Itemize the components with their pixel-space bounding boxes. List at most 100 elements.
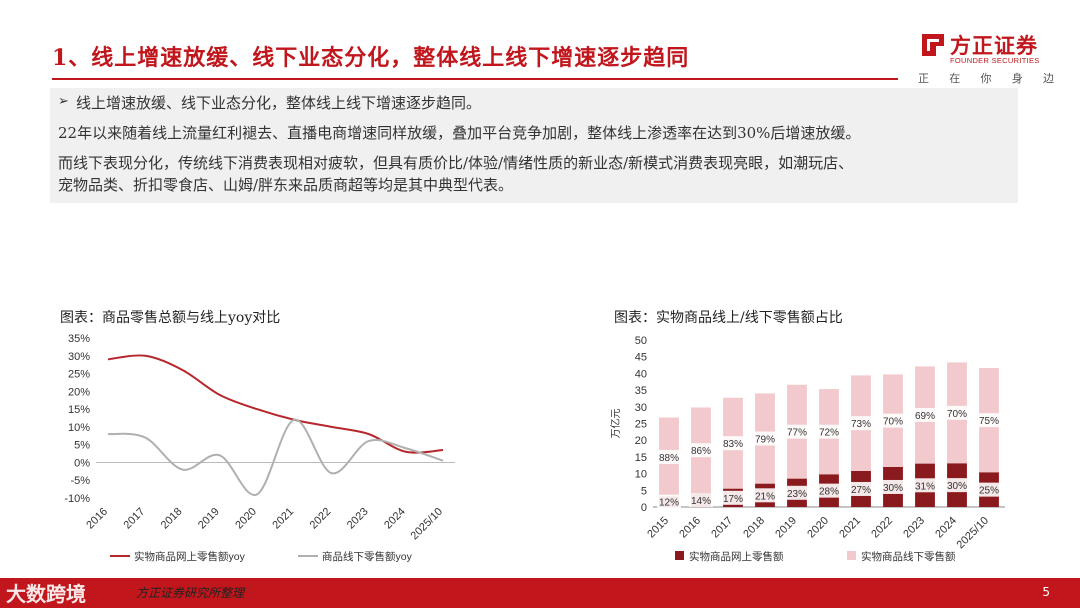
y-tick-label: 20: [635, 435, 647, 447]
x-tick-label: 2023: [901, 515, 927, 541]
data-label-bg: [689, 492, 713, 507]
data-label-offline: 83%: [723, 439, 743, 450]
watermark-logo: 大数跨境: [6, 582, 86, 606]
data-label-offline: 73%: [851, 419, 871, 430]
x-tick-label: 2018: [159, 506, 185, 532]
data-label-online: 21%: [755, 491, 775, 502]
data-label-online: 12%: [659, 498, 679, 509]
y-tick-label: 35%: [68, 333, 90, 345]
y-tick-label: 50: [635, 335, 647, 347]
logo-name-en: FOUNDER SECURITIES: [950, 56, 1040, 65]
y-tick-label: 15: [635, 452, 647, 464]
data-label-online: 31%: [915, 481, 935, 492]
legend-swatch: [675, 551, 684, 560]
tagline-char: 你: [980, 72, 992, 85]
x-tick-label: 2022: [308, 506, 334, 532]
y-tick-label: 0%: [74, 457, 90, 469]
y-tick-label: 40: [635, 368, 647, 380]
x-tick-label: 2017: [709, 515, 735, 541]
data-label-offline: 72%: [819, 428, 839, 439]
data-label-online: 28%: [819, 487, 839, 498]
x-tick-label: 2024: [933, 515, 959, 541]
data-label-online: 17%: [723, 494, 743, 505]
data-label-bg: [657, 449, 681, 464]
tagline-char: 正: [918, 72, 929, 85]
data-label-bg: [913, 407, 937, 422]
data-label-bg: [881, 413, 905, 428]
data-label-bg: [657, 494, 681, 509]
x-tick-label: 2019: [773, 515, 799, 541]
data-label-bg: [881, 479, 905, 494]
data-label-online: 14%: [691, 496, 711, 507]
data-label-offline: 77%: [787, 428, 807, 439]
data-label-bg: [817, 424, 841, 439]
legend-label: 实物商品网上零售额yoy: [134, 550, 246, 563]
tagline-char: 边: [1043, 72, 1054, 85]
data-label-bg: [977, 482, 1001, 497]
x-tick-label: 2015: [645, 515, 671, 541]
data-label-bg: [945, 478, 969, 493]
logo-tagline: 正 在 你 身 边: [918, 70, 1054, 86]
summary-headline: 线上增速放缓、线下业态分化，整体线上线下增速逐步趋同。: [76, 94, 482, 112]
legend-label: 实物商品线下零售额: [861, 550, 956, 563]
data-label-bg: [977, 413, 1001, 428]
data-label-offline: 75%: [979, 416, 999, 427]
legend-swatch: [847, 551, 856, 560]
y-tick-label: 15%: [68, 404, 90, 416]
tagline-char: 在: [949, 72, 961, 85]
y-tick-label: 5: [641, 485, 647, 497]
x-tick-label: 2017: [122, 506, 148, 532]
data-label-bg: [753, 488, 777, 503]
data-label-bg: [785, 485, 809, 500]
y-tick-label: -10%: [64, 493, 90, 505]
x-tick-label: 2020: [233, 506, 259, 532]
data-label-offline: 70%: [947, 409, 967, 420]
data-label-bg: [721, 490, 745, 505]
logo-name-cn: 方正证券: [950, 34, 1038, 58]
x-tick-label: 2024: [382, 506, 408, 532]
series-line: [107, 418, 444, 496]
arrow-bullet-icon: ➢: [58, 94, 69, 109]
y-tick-label: 10: [635, 469, 647, 481]
data-label-bg: [849, 481, 873, 496]
data-label-offline: 88%: [659, 453, 679, 464]
data-label-online: 30%: [947, 481, 967, 492]
data-label-bg: [785, 424, 809, 439]
y-tick-label: 0: [641, 502, 647, 514]
bar-chart: 50454035302520151050万亿元12%88%201514%86%2…: [609, 335, 1005, 563]
founder-logo-icon: [922, 34, 944, 56]
x-tick-label: 2016: [84, 506, 110, 532]
y-tick-label: 45: [635, 352, 647, 364]
title-divider: [52, 78, 898, 80]
data-label-bg: [721, 436, 745, 451]
y-tick-label: 35: [635, 385, 647, 397]
data-label-bg: [945, 405, 969, 420]
x-tick-label: 2019: [196, 506, 222, 532]
x-tick-label: 2025/10: [409, 506, 446, 543]
footer-bar: [0, 578, 1080, 608]
data-label-online: 27%: [851, 485, 871, 496]
data-label-online: 23%: [787, 489, 807, 500]
data-label-bg: [913, 478, 937, 493]
y-axis-label: 万亿元: [609, 409, 622, 439]
brand-logo: 方正证券 FOUNDER SECURITIES 正 在 你 身 边: [918, 30, 1058, 90]
x-tick-label: 2021: [837, 515, 863, 541]
summary-paragraph-line: 22年以来随着线上流量红利褪去、直播电商增速同样放缓，叠加平台竞争加剧，整体线上…: [58, 124, 861, 142]
legend-label: 商品线下零售额yoy: [322, 550, 413, 563]
page-number: 5: [1042, 585, 1050, 599]
data-label-online: 25%: [979, 486, 999, 497]
data-label-offline: 70%: [883, 417, 903, 428]
data-label-bg: [689, 443, 713, 458]
y-tick-label: 20%: [68, 386, 90, 398]
data-label-offline: 86%: [691, 446, 711, 457]
data-label-offline: 69%: [915, 411, 935, 422]
x-tick-label: 2023: [345, 506, 371, 532]
data-label-bg: [817, 483, 841, 498]
y-tick-label: 25: [635, 419, 647, 431]
y-tick-label: 30: [635, 402, 647, 414]
y-tick-label: -5%: [70, 475, 90, 487]
page-title: 1、线上增速放缓、线下业态分化，整体线上线下增速逐步趋同: [52, 45, 690, 71]
summary-box: ➢ 线上增速放缓、线下业态分化，整体线上线下增速逐步趋同。 22年以来随着线上流…: [50, 88, 1018, 203]
source-note: 方正证券研究所整理: [136, 586, 245, 600]
y-tick-label: 10%: [68, 422, 90, 434]
